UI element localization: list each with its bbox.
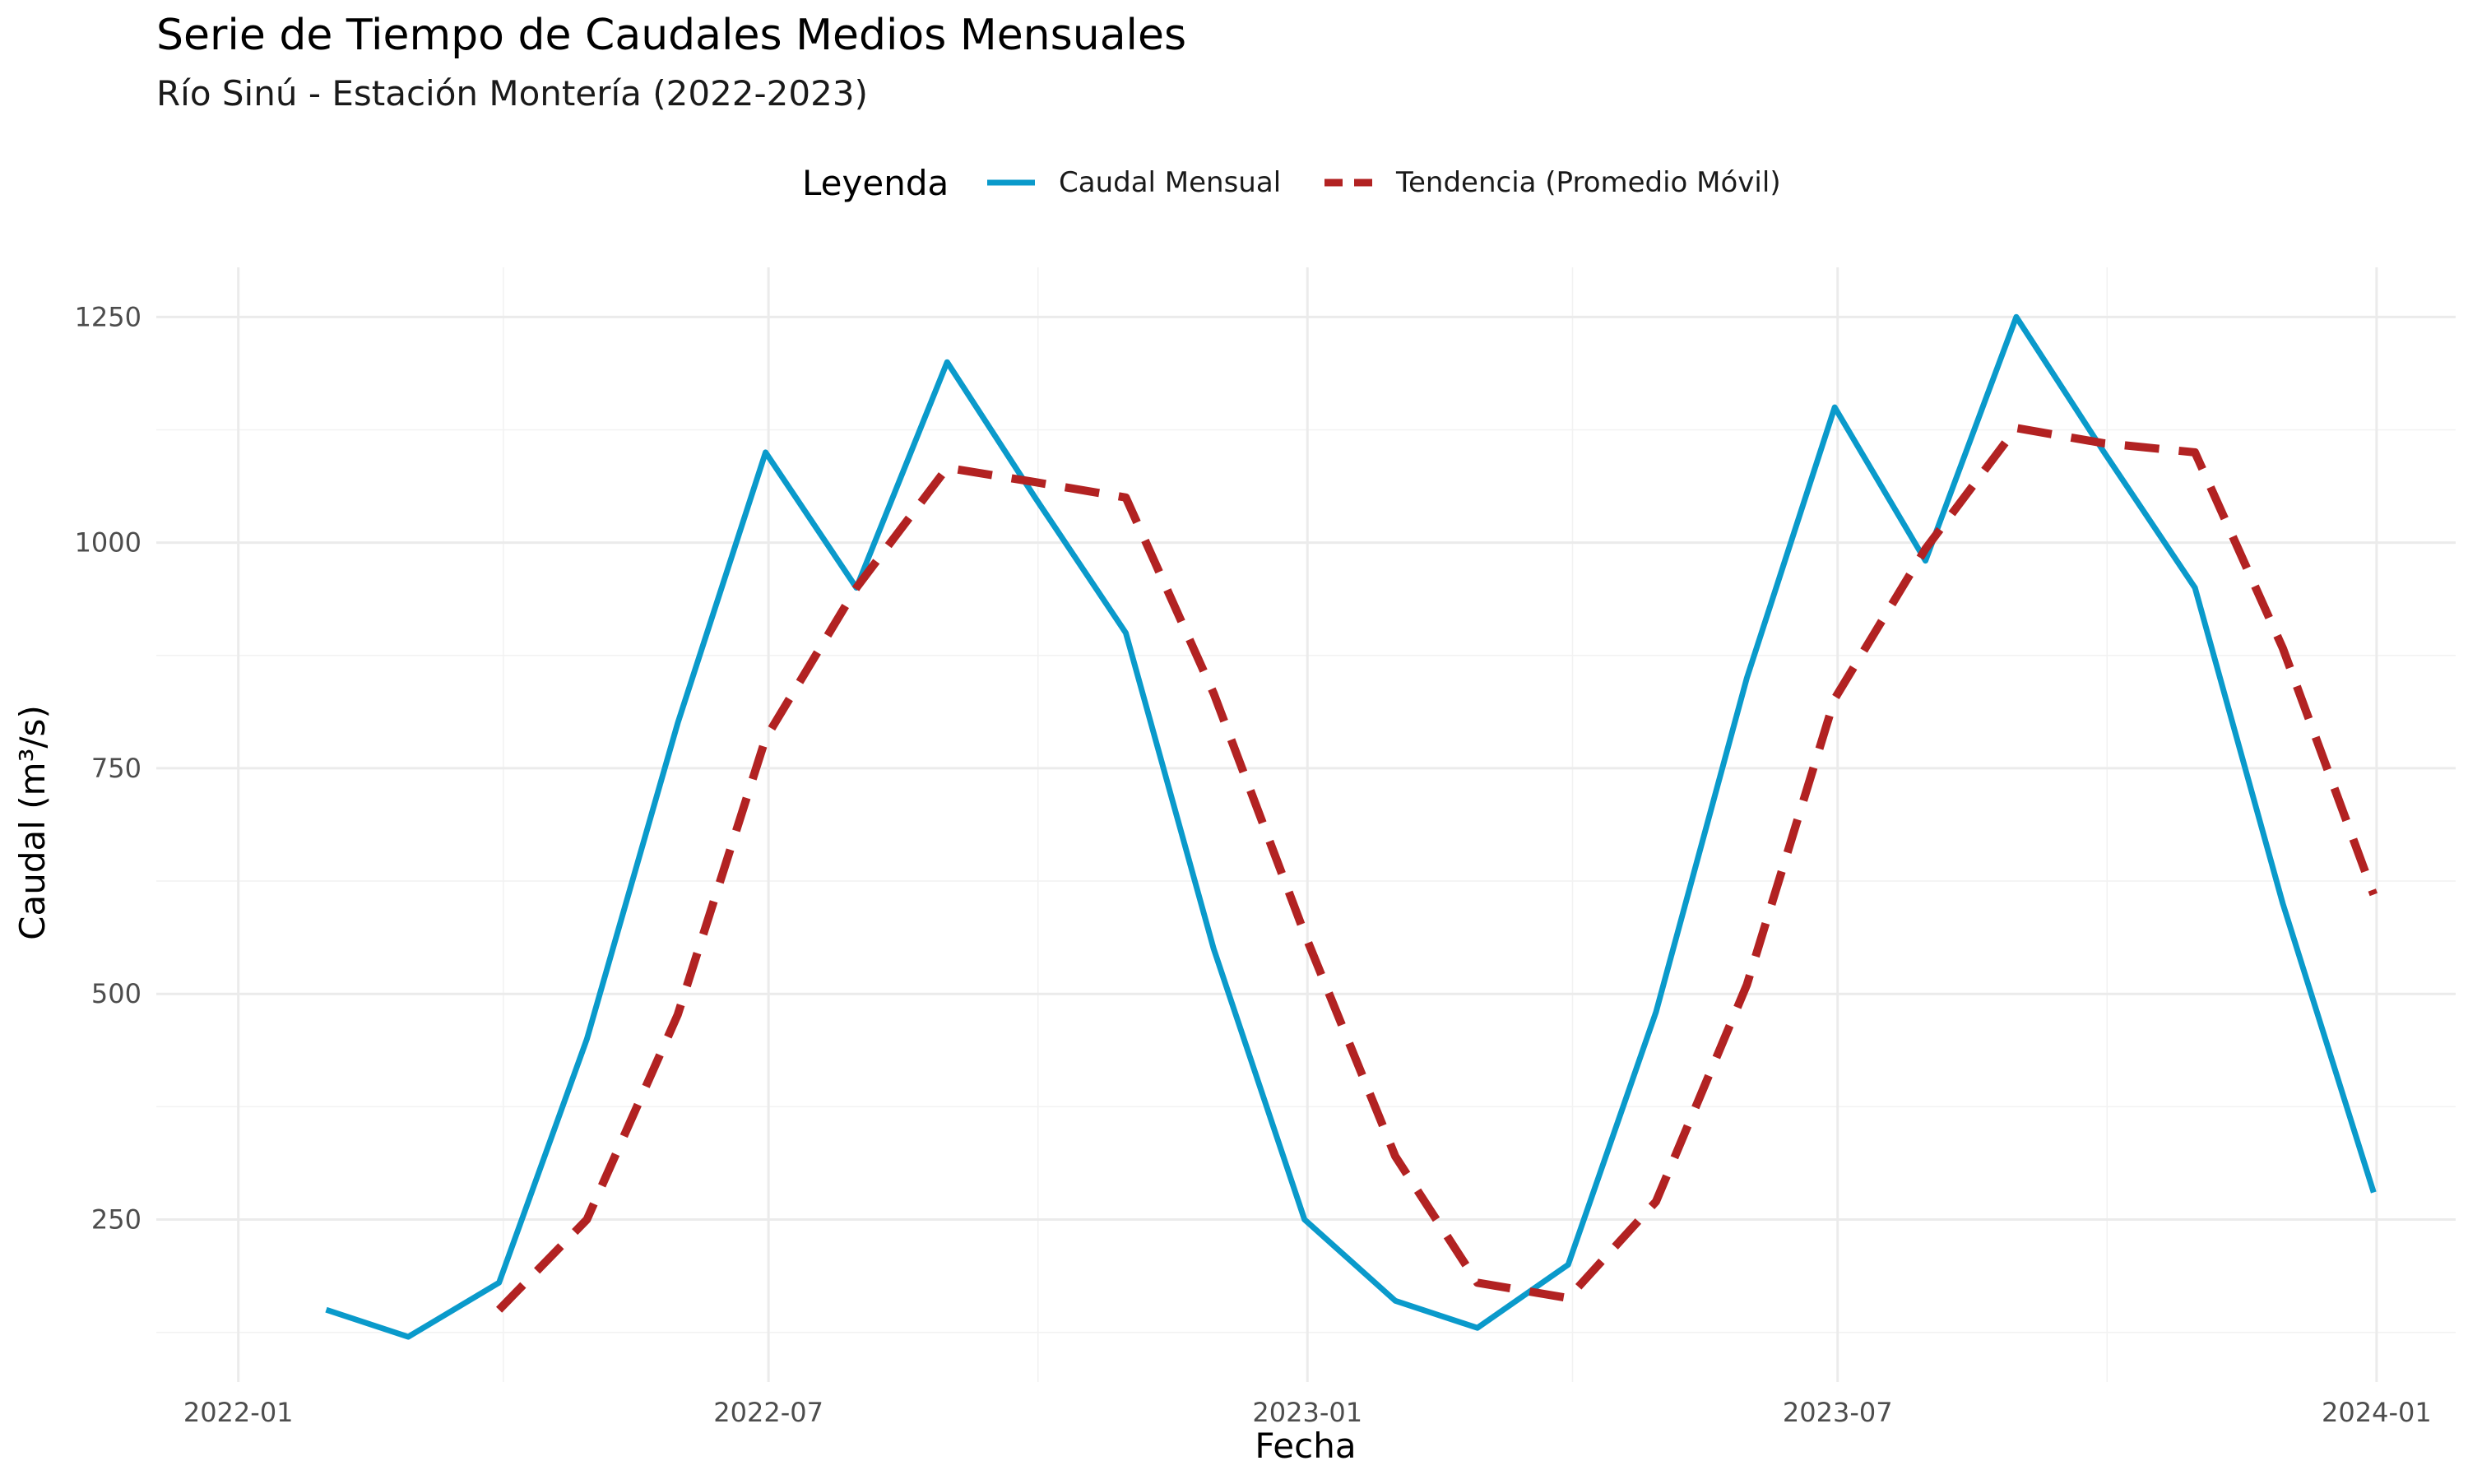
series-line-tendencia-promedio-movil [496, 424, 2378, 1313]
legend-label-caudal-mensual: Caudal Mensual [1059, 166, 1281, 199]
y-tick-label: 750 [91, 753, 141, 784]
x-tick-label: 2023-01 [1252, 1397, 1362, 1428]
series-line-caudal-mensual [325, 313, 2377, 1340]
x-axis-title: Fecha [1255, 1426, 1356, 1466]
x-tick-label: 2022-07 [713, 1397, 823, 1428]
major-gridlines [156, 267, 2456, 1382]
chart-title: Serie de Tiempo de Caudales Medios Mensu… [156, 11, 1186, 60]
y-axis-tick-labels: 250 500 750 1000 1250 [75, 301, 141, 1235]
legend: Leyenda Caudal Mensual Tendencia (Promed… [802, 163, 1781, 203]
series-lines [325, 313, 2378, 1340]
y-tick-label: 1250 [75, 301, 141, 332]
x-tick-label: 2024-01 [2322, 1397, 2432, 1428]
minor-gridlines [156, 267, 2456, 1382]
x-tick-label: 2023-07 [1783, 1397, 1893, 1428]
y-axis-title: Caudal (m³/s) [12, 705, 53, 940]
x-axis-tick-labels: 2022-01 2022-07 2023-01 2023-07 2024-01 [183, 1397, 2432, 1428]
legend-label-tendencia: Tendencia (Promedio Móvil) [1395, 166, 1781, 199]
chart-subtitle: Río Sinú - Estación Montería (2022-2023) [156, 73, 868, 114]
y-tick-label: 250 [91, 1204, 141, 1236]
x-tick-label: 2022-01 [183, 1397, 294, 1428]
y-tick-label: 1000 [75, 527, 141, 559]
y-tick-label: 500 [91, 978, 141, 1009]
legend-title: Leyenda [802, 163, 949, 203]
